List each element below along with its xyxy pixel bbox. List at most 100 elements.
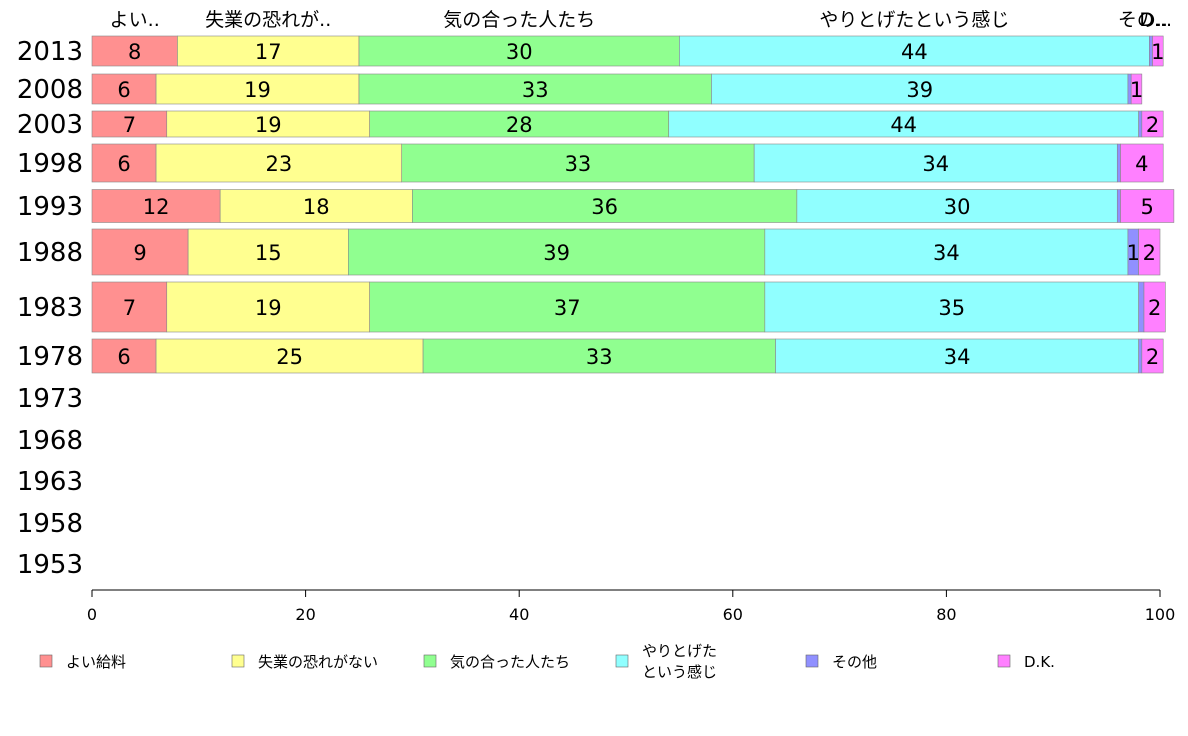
legend-label: よい給料 xyxy=(66,653,126,671)
data-label: 7 xyxy=(123,113,136,137)
bar-segment xyxy=(91,110,168,138)
data-label: 4 xyxy=(1135,152,1148,176)
data-label: 34 xyxy=(922,152,949,176)
data-label: 19 xyxy=(255,296,282,320)
data-label: 34 xyxy=(944,345,971,369)
bar-segment xyxy=(764,281,1139,333)
data-label: 2 xyxy=(1146,113,1159,137)
data-label: 25 xyxy=(276,345,303,369)
bar-segment xyxy=(166,281,370,333)
bar-segment xyxy=(155,73,360,105)
data-label: 1 xyxy=(1127,241,1140,265)
bar-segment xyxy=(1141,338,1164,374)
bar-segment xyxy=(187,228,349,276)
bar-segment xyxy=(1120,143,1164,183)
x-tick-label: 40 xyxy=(509,605,529,624)
legend-label: 失業の恐れがない xyxy=(258,653,378,671)
top-category-label: 気の合った人たち xyxy=(443,9,595,31)
year-label: 2013 xyxy=(17,37,83,67)
top-category-label: その.. xyxy=(1118,9,1168,31)
data-label: 9 xyxy=(133,241,146,265)
bar-segment xyxy=(753,143,1118,183)
top-category-label: やりとげたという感じ xyxy=(819,9,1009,31)
x-tick-label: 80 xyxy=(936,605,956,624)
bar-segment xyxy=(1116,143,1121,183)
legend-label: 気の合った人たち xyxy=(450,653,570,671)
year-label: 1993 xyxy=(17,192,83,222)
bar-segment xyxy=(1138,338,1143,374)
x-tick-label: 0 xyxy=(87,605,97,624)
data-label: 12 xyxy=(143,195,170,219)
legend-swatch xyxy=(231,654,245,668)
bar-segment xyxy=(91,143,157,183)
data-label: 19 xyxy=(244,78,271,102)
data-label: 35 xyxy=(938,296,965,320)
bar-segment xyxy=(1152,35,1164,67)
year-label: 1983 xyxy=(17,293,83,323)
legend-label: やりとげた xyxy=(642,642,717,660)
data-label: 18 xyxy=(303,195,330,219)
legend-swatch xyxy=(39,654,53,668)
data-label: 30 xyxy=(506,40,533,64)
bar-segment xyxy=(369,110,670,138)
year-label: 1973 xyxy=(17,384,83,414)
data-label: 19 xyxy=(255,113,282,137)
legend-label: D.K. xyxy=(1024,653,1055,671)
data-label: 6 xyxy=(117,345,130,369)
bar-segment xyxy=(422,338,776,374)
legend-swatch xyxy=(423,654,437,668)
data-label: 30 xyxy=(944,195,971,219)
x-tick-label: 20 xyxy=(295,605,315,624)
legend-swatch xyxy=(805,654,819,668)
x-tick-label: 100 xyxy=(1145,605,1176,624)
data-label: 6 xyxy=(117,78,130,102)
data-label: 33 xyxy=(586,345,613,369)
bar-segment xyxy=(668,110,1139,138)
data-label: 33 xyxy=(565,152,592,176)
data-label: 2 xyxy=(1143,241,1156,265)
data-label: 8 xyxy=(128,40,141,64)
bar-segment xyxy=(91,189,221,223)
top-category-label: D... xyxy=(1139,9,1172,31)
legend-swatch xyxy=(615,654,629,668)
bar-segment xyxy=(91,73,157,105)
data-label: 1 xyxy=(1130,78,1143,102)
data-label: 6 xyxy=(117,152,130,176)
data-label: 34 xyxy=(933,241,960,265)
bar-segment xyxy=(401,143,755,183)
bar-segment xyxy=(1138,281,1145,333)
year-labels: 2013 2008 2003 1998 1993 1988 1983 1978 1973 1968… xyxy=(17,37,83,580)
x-tick-label: 60 xyxy=(723,605,743,624)
x-axis: 0 20 40 60 80 100 xyxy=(87,589,1176,624)
bar-segment xyxy=(155,143,403,183)
data-label: 44 xyxy=(890,113,917,137)
year-label: 1988 xyxy=(17,238,83,268)
bar-segment xyxy=(177,35,360,67)
bar-segment xyxy=(91,281,168,333)
year-label: 1978 xyxy=(17,342,83,372)
year-label: 1958 xyxy=(17,509,83,539)
data-label: 15 xyxy=(255,241,282,265)
bar-segment xyxy=(1138,228,1161,276)
legend-label: という感じ xyxy=(642,663,717,681)
bar-segment xyxy=(219,189,413,223)
data-label: 1 xyxy=(1151,40,1164,64)
year-label: 1998 xyxy=(17,149,83,179)
data-label: 37 xyxy=(554,296,581,320)
data-label: 17 xyxy=(255,40,282,64)
bar-segment xyxy=(1141,110,1164,138)
data-label: 39 xyxy=(906,78,933,102)
bar-segment xyxy=(412,189,798,223)
bar-segment xyxy=(1138,110,1143,138)
data-label: 36 xyxy=(591,195,618,219)
bar-segment xyxy=(1143,281,1166,333)
bar-segment xyxy=(1120,189,1175,223)
data-label: 44 xyxy=(901,40,928,64)
bars: 8 17 30 44 16 19 33 39 17 19 28 44 26 23 33 34 412 18 36 30… xyxy=(91,35,1175,374)
bar-segment xyxy=(775,338,1139,374)
year-label: 1953 xyxy=(17,550,83,580)
legend-swatch xyxy=(997,654,1011,668)
data-label: 39 xyxy=(543,241,570,265)
bar-segment xyxy=(358,73,712,105)
